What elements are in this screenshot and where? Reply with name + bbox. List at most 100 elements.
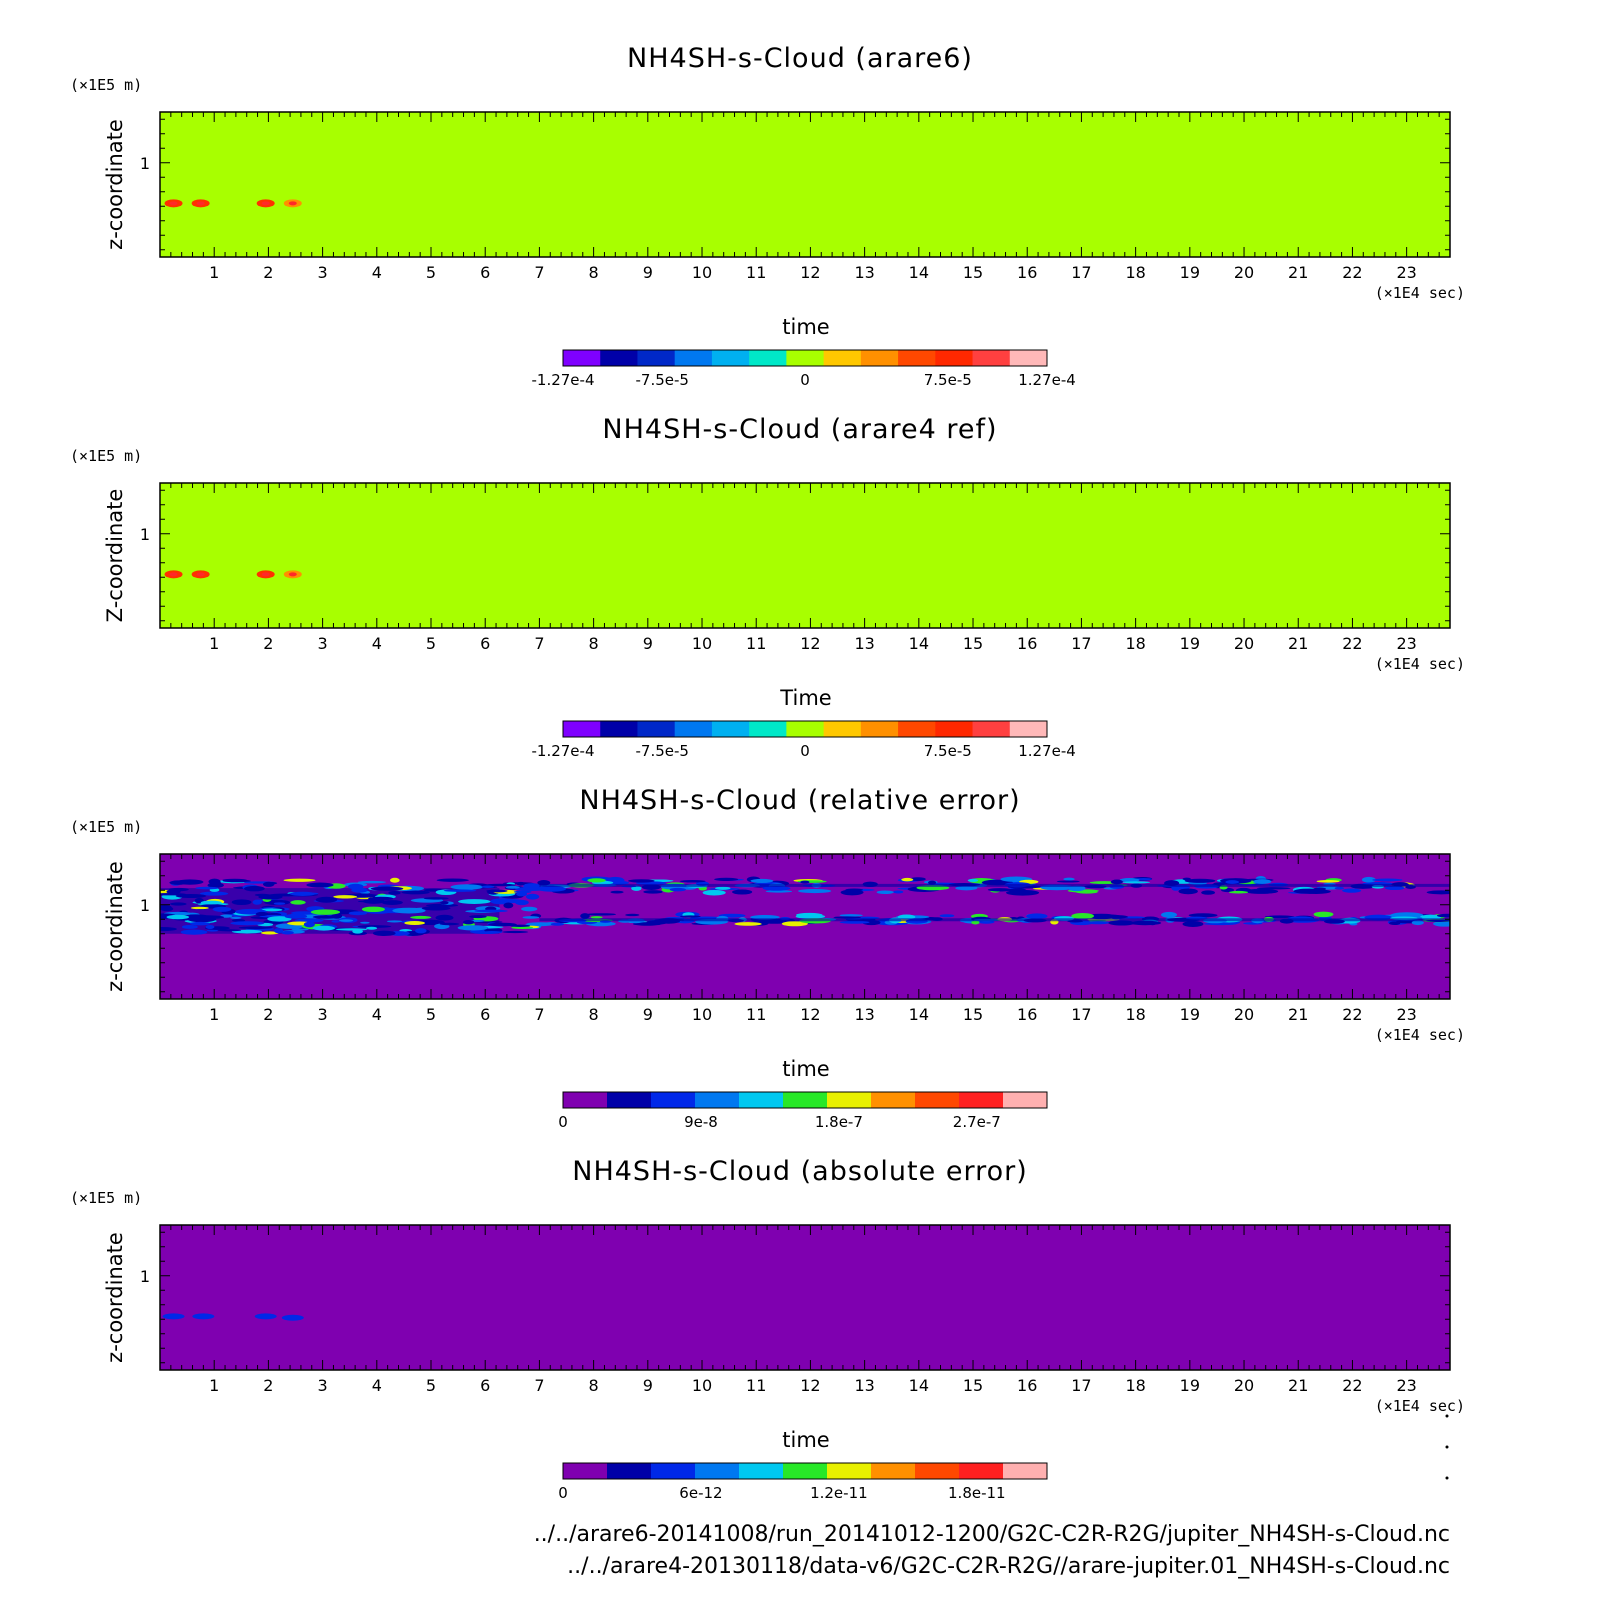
noise-cell-184 xyxy=(290,900,306,905)
x-tick-label: 18 xyxy=(1125,1005,1145,1024)
data-blob-core-3 xyxy=(261,572,270,577)
noise-cell-140 xyxy=(967,878,979,882)
noise-cell-510 xyxy=(1228,890,1249,894)
colorbar-swatch xyxy=(783,1092,828,1108)
noise-cell-141 xyxy=(643,890,663,894)
noise-cell-412 xyxy=(170,902,187,906)
noise-cell-340 xyxy=(306,882,334,888)
colorbar-swatch xyxy=(711,350,750,366)
x-tick-label: 22 xyxy=(1342,634,1362,653)
noise-cell-556 xyxy=(679,880,706,883)
colorbar-swatch xyxy=(607,1092,652,1108)
x-tick-label: 15 xyxy=(963,634,983,653)
colorbar-swatch xyxy=(695,1092,740,1108)
colorbar-label: -1.27e-4 xyxy=(532,371,595,389)
colorbar-swatch xyxy=(915,1463,960,1479)
colorbar-frame xyxy=(562,1091,1048,1109)
y-tick-label: 1 xyxy=(140,154,150,173)
noise-cell-302 xyxy=(1256,887,1291,890)
noise-cell-550 xyxy=(423,897,449,900)
x-tick-label: 4 xyxy=(372,263,382,282)
colorbar-swatch xyxy=(637,721,676,737)
noise-cell-156 xyxy=(267,881,278,885)
colorbar-swatch xyxy=(739,1092,784,1108)
y-axis-unit: (×1E5 m) xyxy=(70,76,142,94)
x-tick-label: 5 xyxy=(426,263,436,282)
x-tick-label: 1 xyxy=(209,634,219,653)
x-tick-label: 20 xyxy=(1234,1376,1254,1395)
noise-cell-439 xyxy=(217,929,242,932)
noise-cell-382 xyxy=(1119,877,1140,883)
noise-cell-462 xyxy=(339,919,354,922)
data-blob-core-4 xyxy=(288,572,297,577)
x-tick-label: 13 xyxy=(854,1005,874,1024)
colorbar-label: 1.27e-4 xyxy=(1018,371,1076,389)
x-tick-label: 12 xyxy=(800,634,820,653)
noise-cell-470 xyxy=(351,887,368,893)
noise-band-upper xyxy=(539,883,1450,887)
colorbar-label: 6e-12 xyxy=(679,1484,722,1502)
noise-cell-576 xyxy=(732,889,753,895)
noise-cell-293 xyxy=(781,921,808,927)
x-tick-label: 9 xyxy=(643,634,653,653)
noise-cell-521 xyxy=(255,911,269,917)
y-axis-label: z-coordinate xyxy=(103,1232,127,1363)
noise-cell-566 xyxy=(800,880,810,884)
noise-cell-553 xyxy=(537,885,567,892)
x-tick-label: 7 xyxy=(534,1376,544,1395)
noise-cell-435 xyxy=(462,920,475,925)
colorbar-label: 2.7e-7 xyxy=(953,1113,1001,1131)
noise-cell-516 xyxy=(1372,878,1403,882)
y-axis-label: Z-coordinate xyxy=(103,489,127,623)
noise-cell-562 xyxy=(166,914,190,920)
chart-title: NH4SH-s-Cloud (arare4 ref) xyxy=(602,414,997,445)
noise-cell-469 xyxy=(839,920,870,924)
x-tick-label: 18 xyxy=(1125,263,1145,282)
chart-panel-3: NH4SH-s-Cloud (relative error)(×1E5 m)1 2… xyxy=(70,785,1465,1131)
noise-cell-379 xyxy=(486,889,508,893)
colorbar-label: -1.27e-4 xyxy=(532,742,595,760)
noise-cell-56 xyxy=(1361,876,1376,883)
noise-cell-361 xyxy=(1384,885,1405,891)
x-tick-label: 16 xyxy=(1017,634,1037,653)
noise-cell-74 xyxy=(1244,888,1279,894)
x-tick-label: 21 xyxy=(1288,263,1308,282)
noise-cell-471 xyxy=(1071,913,1095,919)
noise-cell-442 xyxy=(191,915,225,919)
noise-cell-554 xyxy=(1342,888,1362,893)
noise-cell-441 xyxy=(606,876,624,883)
noise-cell-563 xyxy=(335,928,368,931)
colorbar-swatch xyxy=(959,1463,1004,1479)
noise-cell-427 xyxy=(1026,913,1048,920)
noise-cell-580 xyxy=(1108,920,1136,926)
noise-cell-262 xyxy=(1201,890,1216,895)
noise-cell-215 xyxy=(502,930,529,934)
x-tick-label: 8 xyxy=(589,634,599,653)
y-axis-label: z-coordinate xyxy=(103,861,127,992)
noise-cell-449 xyxy=(238,926,273,930)
data-blob-1 xyxy=(162,1313,185,1320)
data-blob-core-2 xyxy=(196,572,205,577)
noise-cell-52 xyxy=(1063,877,1075,881)
noise-cell-257 xyxy=(181,924,198,929)
noise-cell-276 xyxy=(294,892,319,895)
noise-cell-168 xyxy=(862,920,881,926)
x-tick-label: 14 xyxy=(909,634,929,653)
colorbar-swatch xyxy=(915,1092,960,1108)
noise-cell-422 xyxy=(580,913,590,919)
x-tick-label: 9 xyxy=(643,1376,653,1395)
x-tick-label: 12 xyxy=(800,263,820,282)
x-tick-label: 13 xyxy=(854,634,874,653)
noise-cell-425 xyxy=(488,922,517,927)
noise-cell-581 xyxy=(1184,878,1216,883)
noise-cell-334 xyxy=(1182,921,1204,927)
x-tick-label: 1 xyxy=(209,263,219,282)
noise-cell-488 xyxy=(590,916,603,919)
x-tick-label: 6 xyxy=(480,1005,490,1024)
x-tick-label: 22 xyxy=(1342,263,1362,282)
noise-cell-92 xyxy=(180,929,208,935)
plot-background xyxy=(160,483,1450,628)
x-tick-label: 22 xyxy=(1342,1376,1362,1395)
x-tick-label: 11 xyxy=(746,634,766,653)
noise-cell-346 xyxy=(267,916,292,922)
